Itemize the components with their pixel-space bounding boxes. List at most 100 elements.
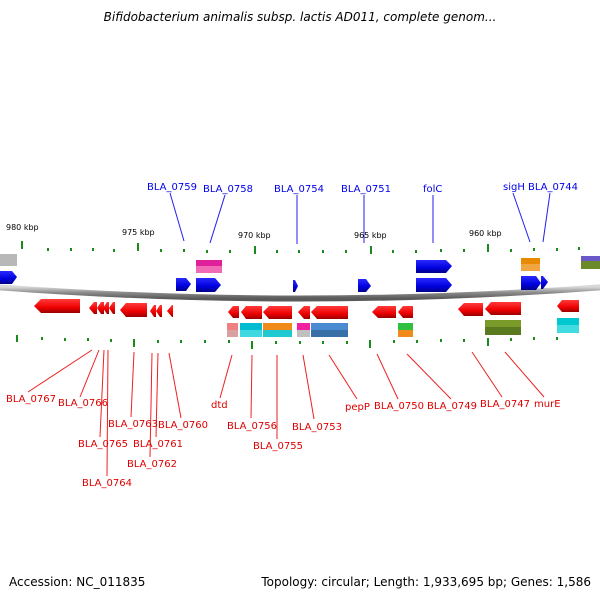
gene-label-reverse: pepP [345,402,370,413]
scale-tick [393,340,395,343]
feature-box [485,327,521,335]
gene-arrow-reverse [311,306,348,319]
gene-label-reverse: BLA_0765 [78,439,128,450]
scale-tick [16,335,18,342]
gene-label-reverse: BLA_0749 [427,401,477,412]
leader-line [542,192,551,243]
scale-tick [183,249,185,252]
gene-label-forward: BLA_0759 [147,182,197,193]
feature-box [297,323,310,330]
leader-line [302,354,315,420]
scale-tick [556,337,558,340]
scale-tick [510,249,512,252]
gene-label-reverse: BLA_0760 [158,420,208,431]
scale-tick [416,340,418,343]
scale-tick [137,243,139,251]
feature-box [398,323,413,330]
feature-box [263,323,292,330]
scale-tick [254,246,256,254]
scale-tick [113,249,115,252]
scale-tick [369,340,371,348]
feature-box [240,330,262,337]
scale-tick [206,250,208,253]
gene-arrow-reverse [372,306,396,318]
scale-label: 960 kbp [469,229,502,238]
feature-box [311,323,348,330]
gene-arrow-forward [176,278,191,291]
scale-tick [346,341,348,344]
scale-tick [133,339,135,347]
forward-genes [0,260,548,292]
scale-tick [578,247,580,250]
gene-label-reverse: murE [534,399,561,410]
feature-box [196,260,222,266]
gene-label-reverse: BLA_0750 [374,401,424,412]
scale-tick [275,341,277,344]
feature-box [557,318,579,325]
scale-tick [487,244,489,252]
scale-tick [322,341,324,344]
scale-tick [229,250,231,253]
scale-tick [228,340,230,343]
gene-arrow-reverse [34,299,80,313]
feature-box [196,266,222,273]
gene-label-reverse: BLA_0761 [133,439,183,450]
gene-label-reverse: BLA_0766 [58,398,108,409]
feature-box [263,330,292,337]
scale-tick [556,248,558,251]
gene-label-forward: BLA_0754 [274,184,324,195]
scale-tick [298,250,300,253]
leader-line [155,352,159,438]
scale-ticks-bottom [16,335,558,349]
gene-arrow-reverse [398,306,413,318]
reverse-leaders [27,349,545,477]
gene-arrow-reverse [97,302,104,314]
forward-leaders [169,192,551,244]
feature-box [557,325,579,333]
reverse-genes [34,299,579,319]
scale-tick [487,338,489,346]
gene-label-reverse: BLA_0756 [227,421,277,432]
gene-arrow-reverse [150,305,156,317]
scale-tick [533,248,535,251]
scale-tick [251,341,253,349]
leader-line [328,354,358,400]
scale-tick [41,337,43,340]
leader-line [130,351,135,418]
gene-arrow-forward [358,279,371,292]
leader-line [149,352,153,458]
feature-box [0,254,17,266]
reverse-gene-labels: BLA_0767 BLA_0766 BLA_0765 BLA_0764 BLA_… [6,394,561,489]
scale-tick [415,250,417,253]
topology-text: Topology: circular; Length: 1,933,695 bp… [261,575,591,589]
leader-line [106,349,109,477]
scale-label: 980 kbp [6,223,39,232]
feature-box [485,320,521,327]
leader-line [79,349,100,398]
leader-line [471,351,503,398]
leader-line [504,351,545,398]
genome-backbone [0,284,600,302]
leader-line [168,352,182,419]
feature-box [581,261,600,269]
gene-arrow-reverse [557,300,579,312]
gene-arrow-forward [521,276,541,290]
gene-arrow-reverse [103,302,109,314]
feature-box [398,330,413,337]
gene-arrow-forward [196,278,221,292]
scale-tick [440,339,442,342]
leader-line [27,349,93,393]
scale-tick [322,250,324,253]
gene-label-reverse: BLA_0763 [108,419,158,430]
scale-tick [64,338,66,341]
gene-arrow-reverse [109,302,115,314]
scale-tick [392,250,394,253]
scale-tick [370,246,372,254]
gene-label-reverse: BLA_0747 [480,399,530,410]
leader-line [169,192,185,242]
scale-tick [21,241,23,249]
gene-label-reverse: BLA_0762 [127,459,177,470]
gene-label-forward: sigH [503,182,525,193]
gene-arrow-forward [416,278,452,292]
scale-ticks-top [21,241,580,254]
